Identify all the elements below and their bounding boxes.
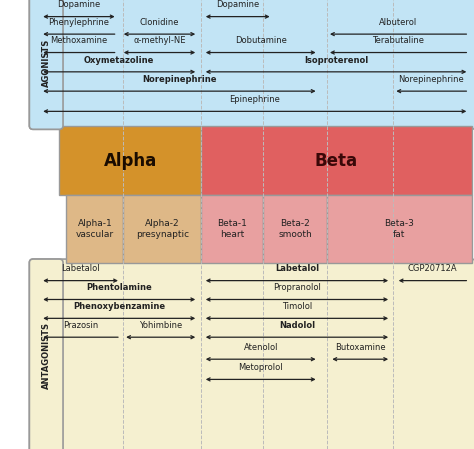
Text: Dopamine: Dopamine — [57, 0, 100, 9]
Text: Albuterol: Albuterol — [379, 18, 417, 27]
Text: AGONISTS: AGONISTS — [42, 39, 51, 87]
Text: Clonidine: Clonidine — [140, 18, 179, 27]
Text: Beta-1
heart: Beta-1 heart — [217, 219, 247, 239]
Text: Butoxamine: Butoxamine — [335, 343, 385, 352]
Text: Prazosin: Prazosin — [63, 321, 98, 330]
Text: Norepinephrine: Norepinephrine — [399, 75, 464, 84]
FancyBboxPatch shape — [29, 0, 63, 129]
Text: Isoproterenol: Isoproterenol — [304, 56, 368, 65]
Text: Labetalol: Labetalol — [61, 264, 100, 273]
Text: Methoxamine: Methoxamine — [50, 36, 108, 45]
Text: Metoprolol: Metoprolol — [238, 363, 283, 372]
Text: Epinephrine: Epinephrine — [229, 95, 280, 104]
Text: Norepinephrine: Norepinephrine — [142, 75, 217, 84]
Text: Beta-3
fat: Beta-3 fat — [384, 219, 414, 239]
Text: Dobutamine: Dobutamine — [235, 36, 287, 45]
Text: Alpha: Alpha — [104, 151, 157, 170]
FancyBboxPatch shape — [29, 259, 63, 449]
Bar — [59, 126, 201, 195]
Text: Labetalol: Labetalol — [275, 264, 319, 273]
Text: Yohimbine: Yohimbine — [139, 321, 182, 330]
Text: Beta: Beta — [315, 151, 358, 170]
Text: Timolol: Timolol — [282, 302, 312, 311]
Text: Phenoxybenzamine: Phenoxybenzamine — [73, 302, 165, 311]
Text: Dopamine: Dopamine — [216, 0, 259, 9]
Text: Phenylephrine: Phenylephrine — [48, 18, 109, 27]
Bar — [66, 195, 123, 263]
Bar — [263, 195, 327, 263]
FancyBboxPatch shape — [29, 0, 474, 129]
Text: Propranolol: Propranolol — [273, 283, 321, 292]
Bar — [201, 195, 263, 263]
Text: Atenolol: Atenolol — [244, 343, 278, 352]
Text: α-methyl-NE: α-methyl-NE — [133, 36, 186, 45]
Text: Terabutaline: Terabutaline — [372, 36, 424, 45]
Bar — [123, 195, 201, 263]
Text: Phentolamine: Phentolamine — [86, 283, 152, 292]
Bar — [327, 195, 472, 263]
Text: Alpha-1
vascular: Alpha-1 vascular — [76, 219, 114, 239]
Text: CGP20712A: CGP20712A — [408, 264, 457, 273]
Bar — [201, 126, 472, 195]
Text: Oxymetazoline: Oxymetazoline — [84, 56, 155, 65]
Text: Alpha-2
presynaptic: Alpha-2 presynaptic — [136, 219, 189, 239]
Text: Beta-2
smooth: Beta-2 smooth — [278, 219, 312, 239]
Text: Nadolol: Nadolol — [279, 321, 315, 330]
FancyBboxPatch shape — [29, 259, 474, 449]
Text: ANTAGONISTS: ANTAGONISTS — [42, 322, 51, 389]
